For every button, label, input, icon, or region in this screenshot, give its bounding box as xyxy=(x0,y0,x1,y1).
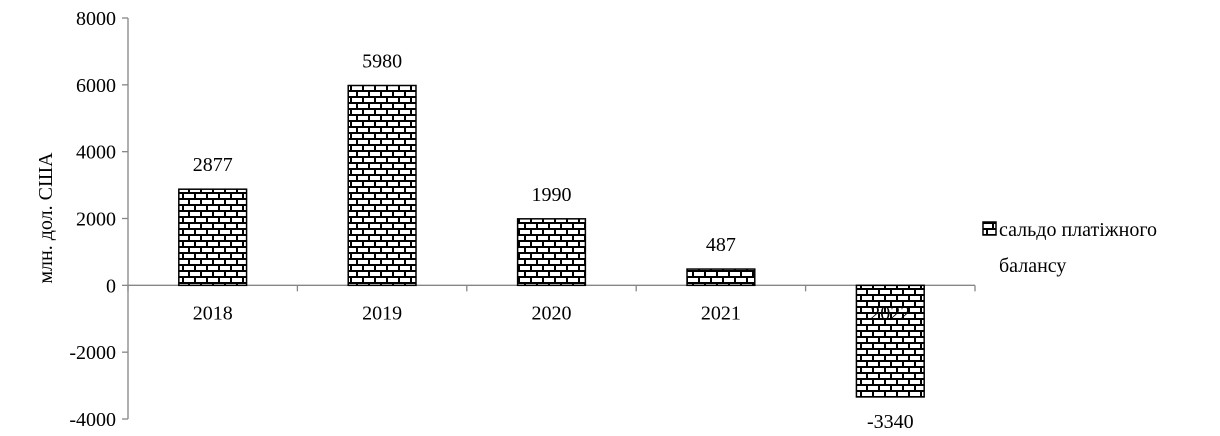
data-label: 487 xyxy=(706,234,736,256)
legend: сальдо платіжного балансу xyxy=(982,219,1157,277)
bar-2021 xyxy=(686,268,756,287)
y-tick-label: -2000 xyxy=(69,342,116,364)
bar-2022 xyxy=(855,284,925,398)
category-labels: 2018 2019 2020 2021 2022 xyxy=(193,302,911,324)
bars xyxy=(178,84,925,398)
x-tick-label: 2018 xyxy=(193,302,233,324)
y-tick-label: 4000 xyxy=(76,142,116,164)
y-tick-label: 8000 xyxy=(76,8,116,30)
data-label: 5980 xyxy=(362,51,402,73)
x-tick-label: 2019 xyxy=(362,302,402,324)
y-axis: 8000 6000 4000 2000 0 -2000 -4000 xyxy=(69,8,129,431)
x-tick-label: 2021 xyxy=(701,302,741,324)
x-tick-label: 2022 xyxy=(870,302,910,324)
bar-2018 xyxy=(178,188,248,287)
x-axis xyxy=(127,284,976,292)
data-label: 1990 xyxy=(532,184,572,206)
data-label: 2877 xyxy=(193,154,233,176)
bar-2019 xyxy=(347,84,417,287)
legend-label-line-1: сальдо платіжного xyxy=(999,219,1157,241)
y-tick-label: 0 xyxy=(106,275,116,297)
y-tick-label: 2000 xyxy=(76,209,116,231)
data-label: -3340 xyxy=(867,411,914,433)
y-axis-title: млн. дол. США xyxy=(35,152,57,284)
y-tick-label: -4000 xyxy=(69,409,116,431)
legend-swatch xyxy=(982,221,997,236)
legend-label-line-2: балансу xyxy=(999,255,1066,277)
bar-2020 xyxy=(516,218,587,287)
y-tick-label: 6000 xyxy=(76,75,116,97)
x-tick-label: 2020 xyxy=(532,302,572,324)
data-labels: 2877 5980 1990 487 -3340 xyxy=(193,51,914,433)
